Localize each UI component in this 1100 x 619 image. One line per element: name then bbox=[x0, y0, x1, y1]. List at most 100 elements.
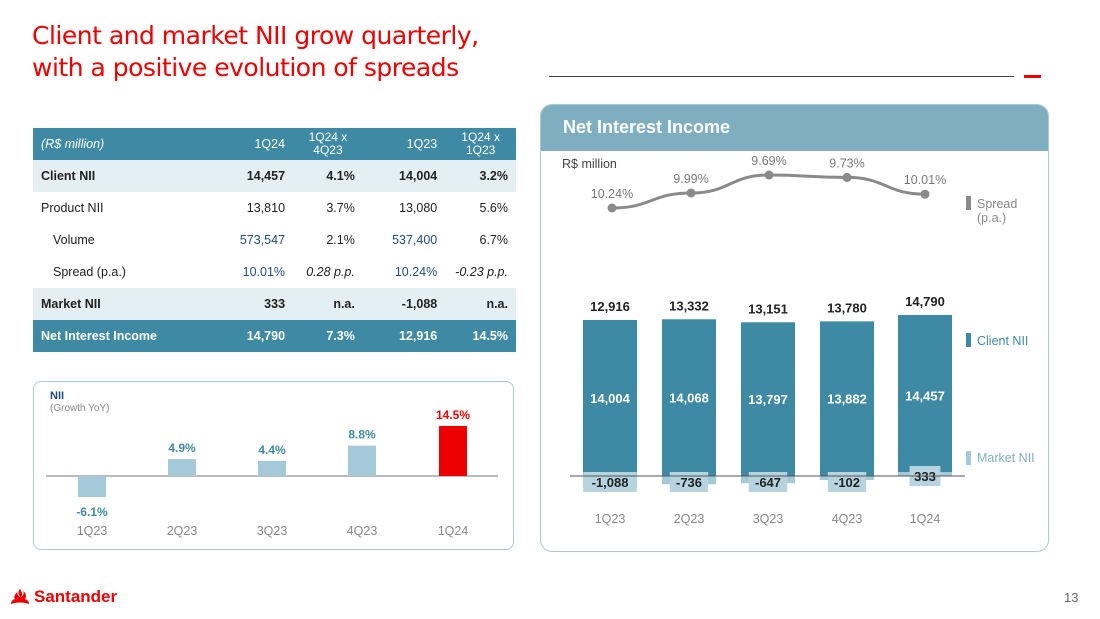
spread-point bbox=[686, 188, 696, 198]
table-row: Net Interest Income 14,790 7.3% 12,916 1… bbox=[33, 320, 516, 352]
table-row: Client NII 14,457 4.1% 14,004 3.2% bbox=[33, 160, 516, 192]
yoy-x-tick: 1Q23 bbox=[77, 524, 108, 538]
yoy-bar bbox=[439, 425, 467, 476]
table-cell: Client NII bbox=[33, 160, 220, 192]
table-header-cell: 1Q24 bbox=[219, 128, 294, 160]
spread-line bbox=[611, 173, 926, 210]
spread-point bbox=[920, 189, 930, 199]
table-cell: 3.2% bbox=[445, 160, 516, 192]
yoy-bar bbox=[258, 460, 286, 476]
table-cell: Spread (p.a.) bbox=[53, 265, 126, 279]
client-nii-label: 14,068 bbox=[669, 391, 709, 406]
yoy-x-tick: 3Q23 bbox=[257, 524, 288, 538]
market-nii-label-bg bbox=[583, 472, 637, 492]
table-header-row: (R$ million) 1Q24 1Q24 x 4Q23 1Q23 1Q24 … bbox=[33, 128, 516, 160]
yoy-bar bbox=[78, 476, 106, 498]
table-cell: 14.5% bbox=[445, 320, 516, 352]
legend-spread-swatch bbox=[966, 196, 971, 210]
table-cell: 333 bbox=[219, 288, 294, 320]
yoy-data-label: 4.9% bbox=[168, 441, 196, 455]
page-number: 13 bbox=[1064, 590, 1079, 605]
client-nii-label: 14,004 bbox=[590, 391, 631, 406]
nii-total-label: 13,151 bbox=[748, 301, 788, 316]
spread-label: 10.24% bbox=[591, 187, 633, 201]
table-cell: 6.7% bbox=[479, 233, 509, 247]
legend-spread-label: Spread bbox=[977, 197, 1017, 211]
market-nii-label-bg bbox=[827, 472, 867, 492]
legend-market-label: Market NII bbox=[977, 451, 1035, 465]
table-cell: Market NII bbox=[33, 288, 220, 320]
santander-logo: Santander bbox=[10, 587, 117, 607]
market-nii-label-bg bbox=[669, 472, 709, 492]
santander-wordmark: Santander bbox=[34, 587, 118, 606]
title-accent-mark bbox=[1024, 75, 1041, 78]
spread-point bbox=[607, 203, 617, 213]
table-cell: 14,004 bbox=[362, 160, 446, 192]
nii-total-label: 13,780 bbox=[827, 300, 867, 315]
table-cell: 4.1% bbox=[293, 160, 363, 192]
table-header-cell: 1Q24 x 1Q23 bbox=[445, 128, 516, 160]
nii-chart-title: Net Interest Income bbox=[563, 117, 731, 137]
yoy-data-label: -6.1% bbox=[76, 505, 108, 519]
yoy-x-tick: 1Q24 bbox=[438, 524, 469, 538]
yoy-x-tick: 2Q23 bbox=[167, 524, 198, 538]
spread-label: 10.01% bbox=[904, 173, 946, 187]
nii-x-tick: 2Q23 bbox=[674, 512, 705, 526]
flame-icon bbox=[11, 589, 29, 604]
table-cell: 10.01% bbox=[242, 265, 286, 279]
yoy-data-label: 8.8% bbox=[348, 428, 376, 442]
yoy-x-tick: 4Q23 bbox=[347, 524, 378, 538]
table-cell: 13,810 bbox=[246, 201, 286, 215]
table-row: Market NII 333 n.a. -1,088 n.a. bbox=[33, 288, 516, 320]
yoy-chart-title: NII bbox=[50, 390, 65, 402]
table-cell: Product NII bbox=[41, 201, 104, 215]
yoy-bar bbox=[348, 445, 376, 476]
table-cell: n.a. bbox=[293, 288, 363, 320]
client-nii-label: 13,882 bbox=[827, 392, 867, 407]
market-nii-label: -1,088 bbox=[592, 475, 629, 490]
nii-summary-table: (R$ million) 1Q24 1Q24 x 4Q23 1Q23 1Q24 … bbox=[33, 128, 516, 352]
client-nii-label: 13,797 bbox=[748, 392, 788, 407]
market-nii-label: -647 bbox=[755, 475, 781, 490]
nii-x-tick: 3Q23 bbox=[753, 512, 784, 526]
table-cell: 13,080 bbox=[399, 201, 438, 215]
nii-x-tick: 1Q24 bbox=[910, 512, 941, 526]
table-header-cell: (R$ million) bbox=[33, 128, 220, 160]
table-cell: 5.6% bbox=[479, 201, 509, 215]
nii-x-tick: 1Q23 bbox=[595, 512, 626, 526]
client-nii-bar bbox=[820, 321, 874, 476]
table-cell: 10.24% bbox=[394, 265, 438, 279]
table-cell: 2.1% bbox=[326, 233, 355, 247]
yoy-chart-subtitle: (Growth YoY) bbox=[50, 403, 110, 414]
spread-label: 9.99% bbox=[673, 172, 708, 186]
table-cell: Volume bbox=[53, 233, 95, 247]
market-nii-label: -736 bbox=[676, 475, 702, 490]
table-cell: 7.3% bbox=[293, 320, 363, 352]
table-cell: -1,088 bbox=[362, 288, 446, 320]
client-nii-label: 14,457 bbox=[905, 388, 945, 403]
table-cell: Net Interest Income bbox=[33, 320, 220, 352]
client-nii-bar bbox=[662, 319, 716, 476]
legend-spread-label-2: (p.a.) bbox=[977, 211, 1006, 225]
table-cell: 12,916 bbox=[362, 320, 446, 352]
nii-total-label: 13,332 bbox=[669, 298, 709, 313]
table-cell: -0.23 p.p. bbox=[455, 265, 508, 279]
table-row: Volume 573,547 2.1% 537,400 6.7% bbox=[33, 224, 516, 256]
client-nii-bar bbox=[898, 314, 952, 476]
slide-title: Client and market NII grow quarterly, wi… bbox=[32, 20, 552, 84]
yoy-data-label: 4.4% bbox=[258, 443, 286, 457]
market-nii-label-bg bbox=[748, 472, 788, 492]
title-divider bbox=[549, 76, 1014, 77]
slide-title-line1: Client and market NII grow quarterly, bbox=[32, 21, 479, 50]
nii-chart-header: Net Interest Income bbox=[541, 105, 1048, 151]
yoy-chart-panel bbox=[33, 381, 514, 550]
table-header-cell: 1Q24 x 4Q23 bbox=[293, 128, 363, 160]
table-cell: 573,547 bbox=[239, 233, 286, 247]
table-row: Spread (p.a.) 10.01% 0.28 p.p. 10.24% -0… bbox=[33, 256, 516, 288]
spread-label: 9.69% bbox=[751, 154, 786, 168]
spread-label: 9.73% bbox=[829, 156, 864, 170]
table-cell: 3.7% bbox=[326, 201, 355, 215]
nii-x-tick: 4Q23 bbox=[832, 512, 863, 526]
table-header-cell: 1Q23 bbox=[362, 128, 446, 160]
